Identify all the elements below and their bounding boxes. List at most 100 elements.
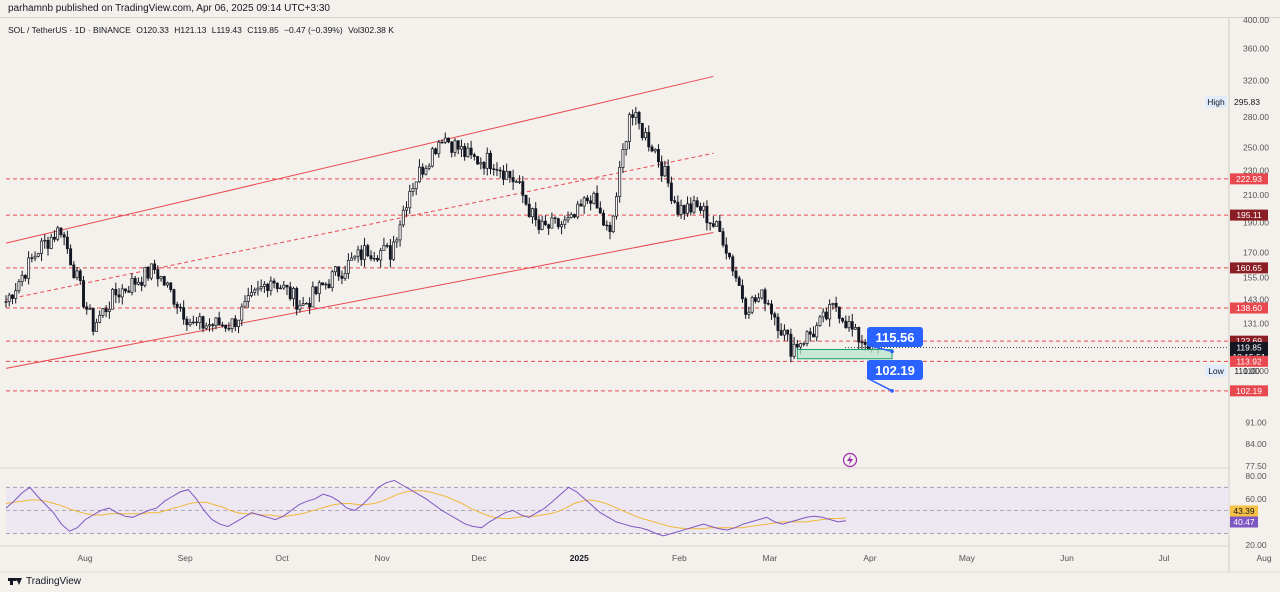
rsi-tag-43.39 xyxy=(1230,505,1258,517)
candle-body xyxy=(353,255,357,259)
candle-body xyxy=(256,287,260,291)
low-marker-box xyxy=(1205,364,1227,377)
candle-body xyxy=(240,306,244,321)
candle-body xyxy=(91,307,95,332)
candle-body xyxy=(795,343,799,348)
candle-body xyxy=(208,324,211,327)
candle-body xyxy=(521,181,525,196)
candle-body xyxy=(417,166,421,183)
candle-body xyxy=(82,280,85,308)
support-zone[interactable] xyxy=(796,348,893,360)
candle-body xyxy=(566,217,570,221)
candle-body xyxy=(78,270,82,281)
channel-upper-line[interactable] xyxy=(5,75,714,244)
candlestick-series xyxy=(4,106,880,363)
candle-body xyxy=(695,200,699,207)
candle-body xyxy=(233,318,237,327)
price-tick-label: 250.00 xyxy=(1243,143,1269,153)
price-tag-label: 122.69 xyxy=(1236,336,1262,346)
candle-body xyxy=(201,316,205,329)
horizontal-levels[interactable] xyxy=(6,178,1229,392)
candle-body xyxy=(114,288,118,296)
candle-body xyxy=(143,266,147,286)
candle-body xyxy=(343,273,347,279)
candle-body xyxy=(266,283,270,292)
price-tag-label: 113.92 xyxy=(1236,356,1262,366)
candle-body xyxy=(243,301,247,308)
support-zone-box[interactable] xyxy=(796,348,893,360)
candle-body xyxy=(408,191,412,209)
candle-body xyxy=(220,324,224,327)
candle-body xyxy=(644,132,647,139)
price-tick-label: 190.00 xyxy=(1243,217,1269,227)
candle-body xyxy=(698,206,702,211)
candle-body xyxy=(660,161,664,177)
candle-body xyxy=(17,281,21,292)
candle-body xyxy=(737,277,741,286)
price-tag-122.69[interactable] xyxy=(1230,335,1268,347)
candle-body xyxy=(631,114,635,118)
candle-body xyxy=(779,330,783,336)
candle-body xyxy=(65,236,69,250)
callout-box-102.19[interactable] xyxy=(867,360,923,380)
price-tag-138.60[interactable] xyxy=(1230,302,1268,314)
candle-body xyxy=(505,171,509,180)
legend-volume: Vol302.38 K xyxy=(348,25,394,35)
candle-body xyxy=(527,203,531,218)
price-callouts[interactable]: 115.56 102.19 xyxy=(866,327,923,393)
channel-lower-line[interactable] xyxy=(5,232,714,369)
candle-body xyxy=(792,343,796,357)
time-axis[interactable]: Aug Sep Oct Nov Dec 2025 Feb Mar Apr May Jun Jul Aug xyxy=(77,553,1271,563)
candle-body xyxy=(40,240,43,254)
candle-body xyxy=(198,316,202,323)
legend-low: L119.43 xyxy=(211,25,242,35)
candle-body xyxy=(440,141,444,144)
high-marker-value: 295.83 xyxy=(1234,97,1260,107)
candle-body xyxy=(69,248,73,266)
candle-body xyxy=(140,281,144,286)
channel-middle-line[interactable] xyxy=(5,152,714,301)
candle-body xyxy=(346,259,350,274)
candle-body xyxy=(182,307,186,320)
time-tick-label: Jun xyxy=(1060,553,1074,563)
candle-body xyxy=(136,281,140,285)
rsi-tick-label: 80.00 xyxy=(1245,471,1267,481)
candle-body xyxy=(537,219,541,230)
candle-body xyxy=(334,266,337,273)
price-tag-113.92[interactable] xyxy=(1230,355,1268,367)
candle-body xyxy=(101,308,105,316)
candle-body xyxy=(130,278,134,293)
candle-body xyxy=(718,221,722,232)
candle-body xyxy=(250,292,253,296)
candle-body xyxy=(282,284,286,289)
price-tag-160.65[interactable] xyxy=(1230,262,1268,274)
price-axis[interactable]: 400.00 360.00 320.00 280.00 250.00 230.00 210.… xyxy=(1205,15,1269,550)
candle-body xyxy=(117,294,121,298)
trend-channel[interactable] xyxy=(5,75,714,369)
candle-body xyxy=(531,208,534,218)
candle-body xyxy=(634,112,638,118)
price-tag-102.19[interactable] xyxy=(1230,385,1268,397)
candle-body xyxy=(56,227,60,240)
candle-body xyxy=(411,188,415,192)
lightning-icon[interactable] xyxy=(842,452,858,468)
candle-body xyxy=(269,280,273,292)
callout-box-115.56[interactable] xyxy=(867,327,923,347)
candle-body xyxy=(166,282,169,286)
low-marker-label: Low xyxy=(1208,366,1224,376)
legend-open: O120.33 xyxy=(136,25,169,35)
legend-symbol[interactable]: SOL / TetherUS · 1D · BINANCE xyxy=(8,25,131,35)
tradingview-footer[interactable]: TradingView xyxy=(8,574,81,588)
candle-body xyxy=(124,288,127,292)
candle-body xyxy=(569,214,573,218)
candle-body xyxy=(363,245,366,260)
candle-body xyxy=(395,239,399,243)
publisher-line: parhamnb published on TradingView.com, A… xyxy=(8,3,330,14)
legend-high: H121.13 xyxy=(174,25,207,35)
price-tag-195.11[interactable] xyxy=(1230,209,1268,221)
price-tag-222.93[interactable] xyxy=(1230,173,1268,185)
candle-body xyxy=(275,282,279,289)
candle-body xyxy=(272,280,276,284)
price-tick-label: 320.00 xyxy=(1243,76,1269,86)
